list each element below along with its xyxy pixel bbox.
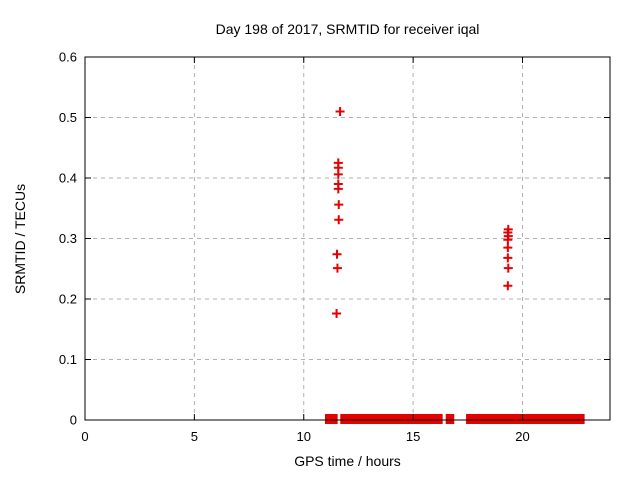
data-point-marker <box>503 281 513 291</box>
zero-band-segment <box>324 414 338 424</box>
data-point-marker <box>333 184 343 194</box>
y-tick-label: 0.4 <box>59 171 77 186</box>
y-tick-label: 0 <box>70 413 77 428</box>
y-tick-label: 0.1 <box>59 352 77 367</box>
data-point-marker <box>332 249 342 259</box>
data-point-marker <box>503 243 513 253</box>
x-tick-label: 0 <box>81 429 88 444</box>
y-tick-label: 0.3 <box>59 231 77 246</box>
x-axis-label: GPS time / hours <box>294 453 401 469</box>
data-point-marker <box>333 169 343 179</box>
chart-title: Day 198 of 2017, SRMTID for receiver iqa… <box>215 21 480 37</box>
y-tick-label: 0.5 <box>59 110 77 125</box>
data-point-marker <box>503 263 513 273</box>
data-point-marker <box>503 253 513 263</box>
data-point-marker <box>332 263 342 273</box>
data-point-marker <box>334 200 344 210</box>
zero-band-segment <box>466 414 585 424</box>
data-point-marker <box>332 309 342 319</box>
x-tick-label: 20 <box>515 429 529 444</box>
plot-border <box>84 56 611 421</box>
y-tick-label: 0.6 <box>59 50 77 65</box>
x-tick-label: 5 <box>191 429 198 444</box>
y-axis-label: SRMTID / TECUs <box>12 183 28 295</box>
x-tick-label: 10 <box>297 429 311 444</box>
data-point-marker <box>334 215 344 225</box>
zero-band-segment <box>340 414 443 424</box>
zero-band-segment <box>445 414 455 424</box>
x-tick-label: 15 <box>406 429 420 444</box>
data-point-marker <box>335 106 345 116</box>
y-tick-label: 0.2 <box>59 292 77 307</box>
data-point-marker <box>503 235 513 245</box>
